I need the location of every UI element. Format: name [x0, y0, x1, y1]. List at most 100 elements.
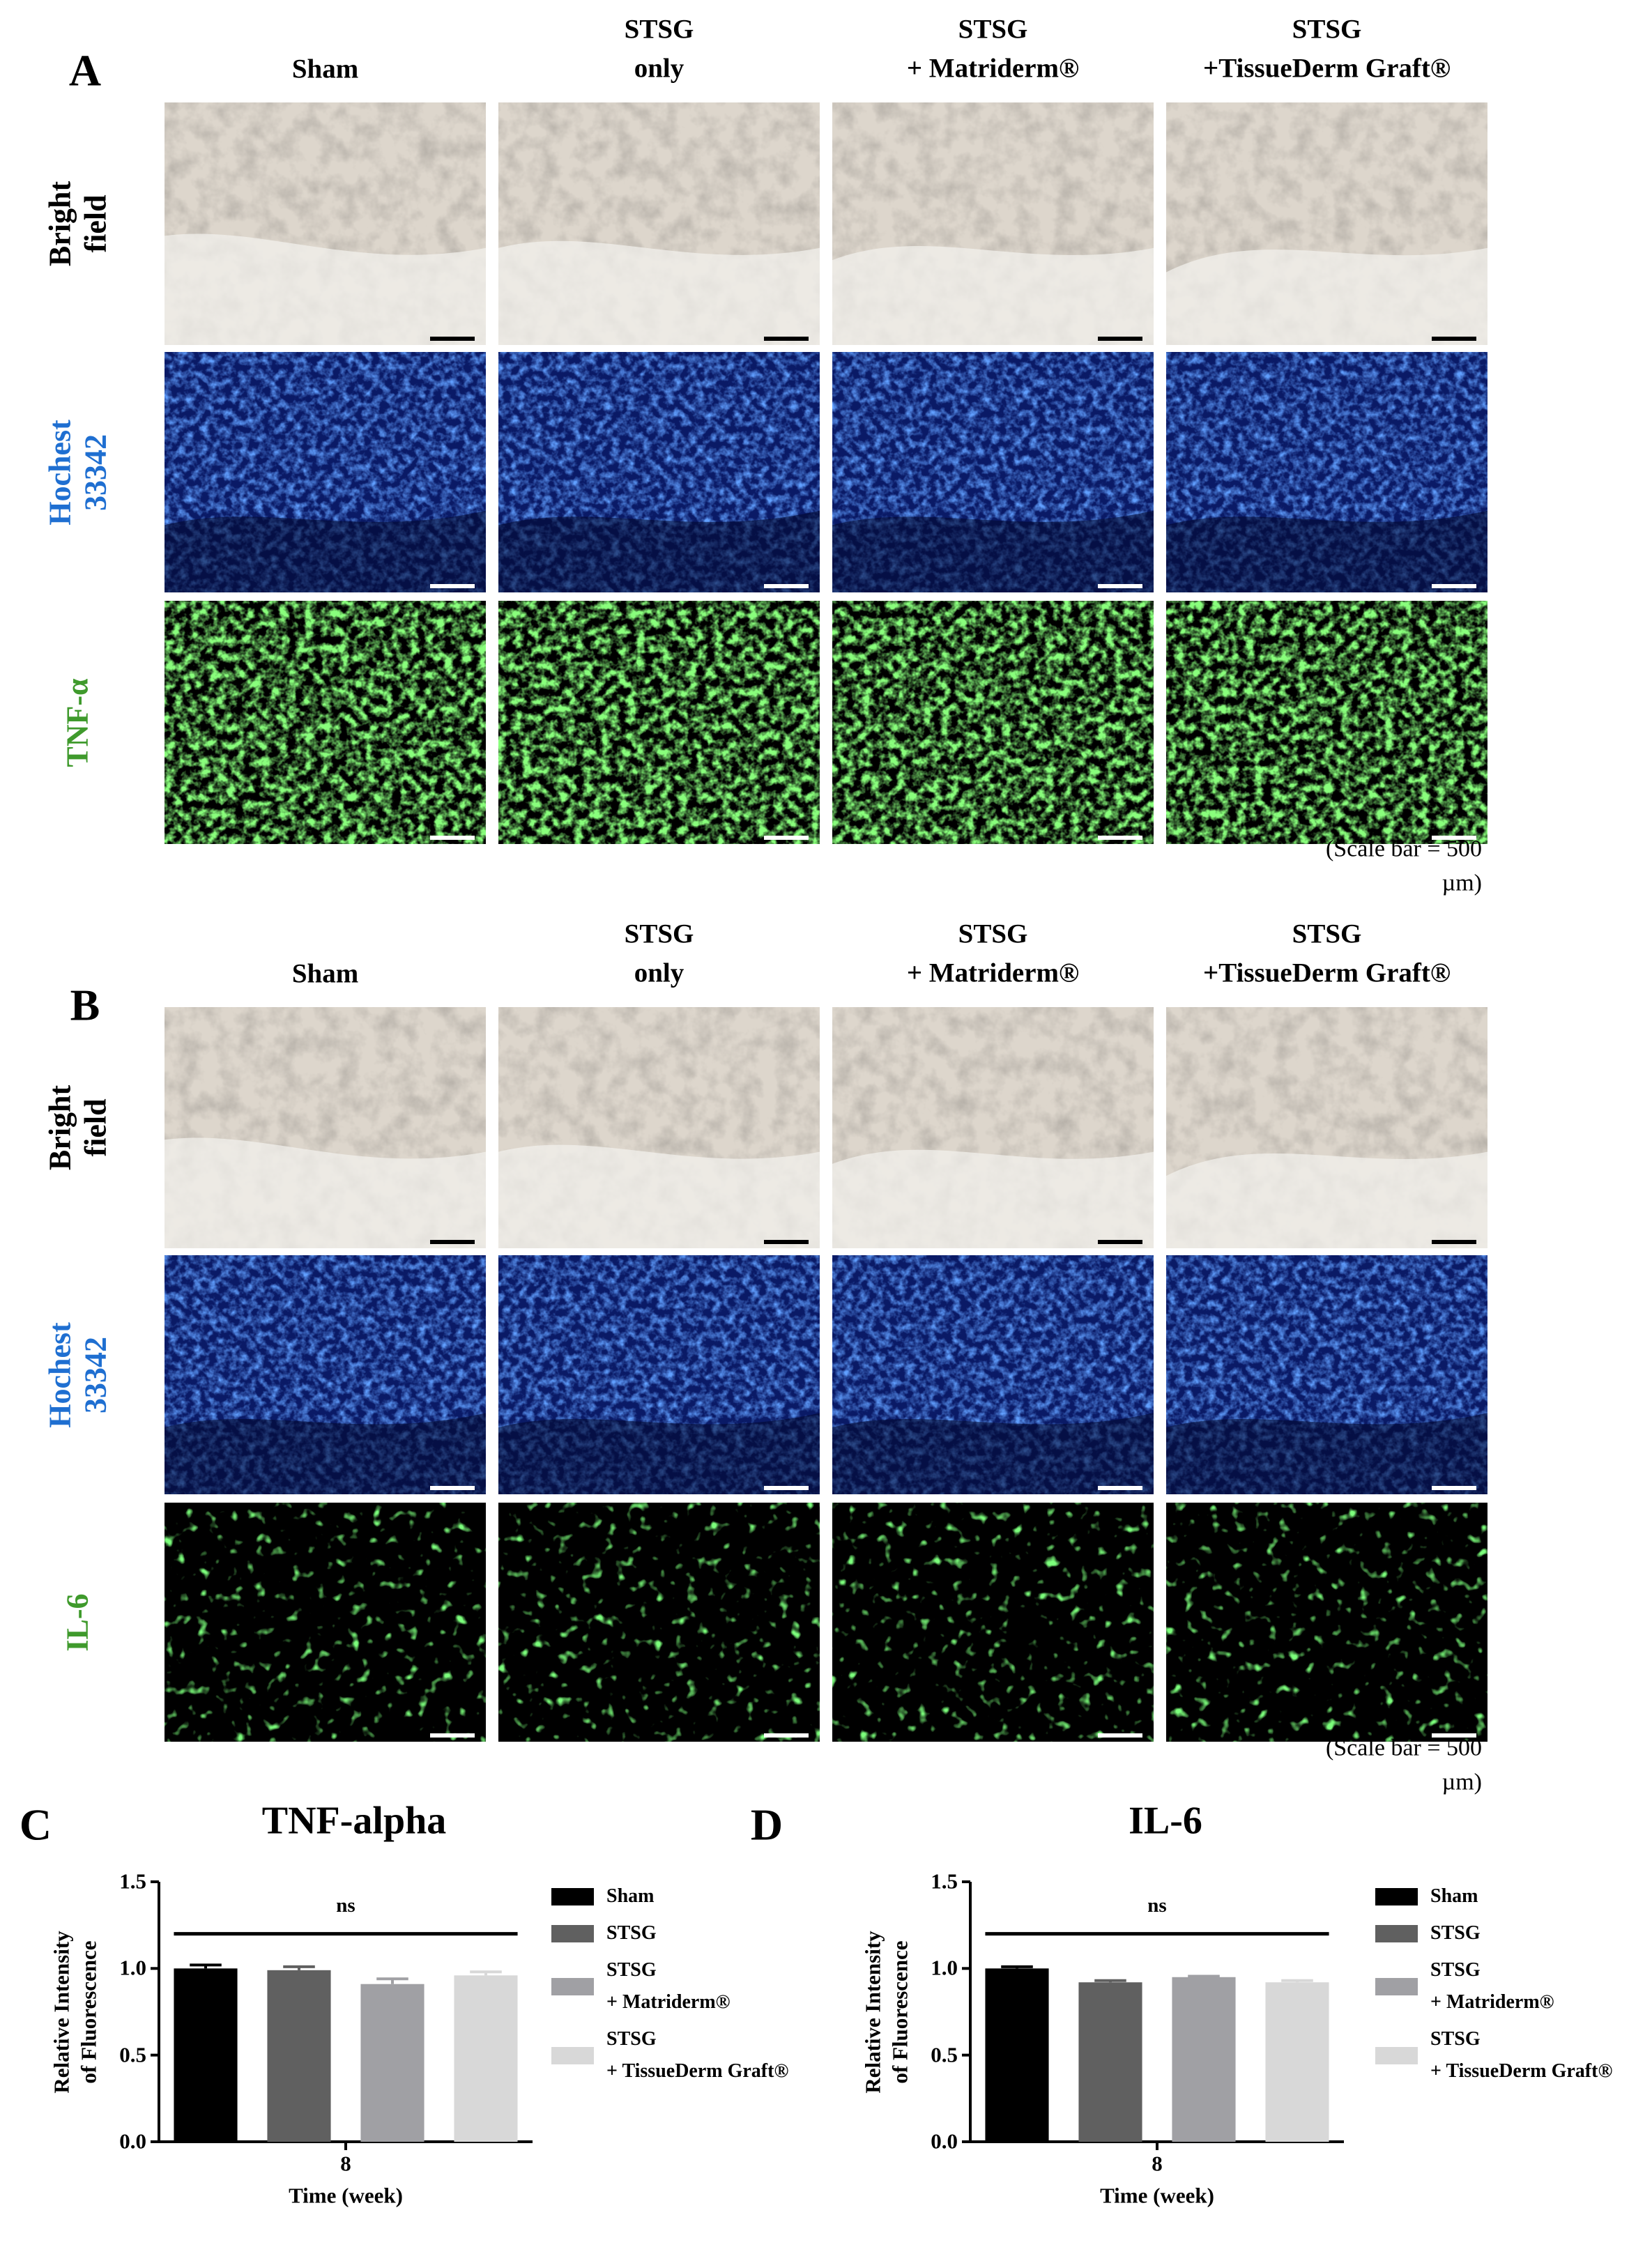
scale-bar	[430, 1733, 475, 1738]
bar	[360, 1984, 425, 2142]
legend: Sham STSG STSG + Matriderm® STSG + TissueDe…	[551, 1880, 788, 2087]
legend-label: STSG + TissueDerm Graft®	[1430, 2028, 1613, 2082]
row-label: Bright field	[43, 1084, 112, 1171]
y-tick-label: 0.5	[119, 2042, 146, 2067]
bar	[985, 1968, 1049, 2142]
micrograph	[1166, 601, 1487, 844]
micrograph	[165, 102, 486, 345]
x-tick-label: 8	[1152, 2151, 1163, 2176]
image-region	[165, 1137, 486, 1248]
legend-label: STSG	[606, 1922, 657, 1944]
scale-bar	[430, 337, 475, 341]
micrograph	[498, 1007, 820, 1248]
error-bar	[283, 1965, 315, 1970]
legend-item: STSG + TissueDerm Graft®	[551, 2023, 788, 2087]
y-tick-label: 1.5	[119, 1869, 146, 1894]
micrograph	[1166, 352, 1487, 592]
legend-label: Sham	[606, 1885, 655, 1907]
scale-bar	[430, 1486, 475, 1490]
micrograph	[832, 1503, 1154, 1742]
image-region	[498, 240, 820, 345]
legend-swatch	[551, 1977, 594, 1995]
legend-swatch	[551, 1924, 594, 1942]
scale-bar	[764, 1733, 809, 1738]
error-bar	[1094, 1979, 1126, 1983]
scale-bar	[1098, 1240, 1142, 1244]
chart-title: IL-6	[1129, 1799, 1202, 1843]
y-tick-label: 0.0	[119, 2129, 146, 2154]
image-texture	[832, 601, 1154, 844]
legend-swatch	[1375, 1977, 1418, 1995]
bar	[174, 1968, 238, 2142]
micrograph	[165, 601, 486, 844]
x-axis-label: Time (week)	[1100, 2183, 1214, 2208]
scale-note: (Scale bar = 500 µm)	[1325, 836, 1482, 896]
error-bar	[376, 1977, 408, 1984]
image-texture	[1166, 1503, 1487, 1742]
legend-swatch	[551, 2046, 594, 2064]
scale-bar	[430, 584, 475, 588]
legend-swatch	[1375, 1887, 1418, 1905]
image-region	[1166, 1413, 1487, 1494]
legend-item: Sham	[1375, 1880, 1612, 1912]
scale-bar	[1432, 1733, 1476, 1738]
bar	[1078, 1982, 1142, 2142]
panel-letter: A	[68, 45, 102, 95]
image-region	[165, 510, 486, 592]
column-header: STSG only	[624, 13, 694, 84]
bar	[267, 1970, 331, 2142]
image-texture	[1166, 601, 1487, 844]
scale-bar	[764, 1240, 809, 1244]
micrograph	[498, 1255, 820, 1494]
bar	[454, 1975, 518, 2142]
image-texture	[832, 1503, 1154, 1742]
micrograph	[165, 1007, 486, 1248]
image-region	[1166, 1151, 1487, 1248]
column-header: Sham	[291, 54, 359, 84]
scale-bar	[430, 836, 475, 840]
y-tick-label: 0.5	[931, 2042, 958, 2067]
image-region	[498, 510, 820, 592]
significance-label: ns	[336, 1894, 355, 1917]
y-tick-label: 1.0	[119, 1955, 146, 1980]
legend-swatch	[1375, 2046, 1418, 2064]
image-texture	[165, 601, 486, 844]
panel-letter: D	[750, 1800, 783, 1850]
legend-item: Sham	[551, 1880, 788, 1912]
micrograph	[165, 1255, 486, 1494]
scale-bar	[1432, 584, 1476, 588]
scale-bar	[1098, 836, 1142, 840]
micrograph	[832, 352, 1154, 592]
image-region	[1166, 247, 1487, 345]
legend-swatch	[1375, 1924, 1418, 1942]
y-tick-label: 0.0	[931, 2129, 958, 2154]
scale-bar	[1432, 1240, 1476, 1244]
scale-bar	[1098, 1486, 1142, 1490]
error-bar	[470, 1970, 502, 1976]
legend-label: STSG + Matriderm®	[1430, 1959, 1554, 2013]
micrograph	[832, 1007, 1154, 1248]
micrograph	[1166, 1007, 1487, 1248]
column-header: STSG + Matriderm®	[906, 13, 1080, 84]
legend-label: STSG	[1430, 1922, 1481, 1944]
image-region	[165, 1413, 486, 1494]
micrograph	[165, 1503, 486, 1742]
scale-bar	[1432, 1486, 1476, 1490]
y-tick-label: 1.0	[931, 1955, 958, 1980]
scale-bar	[1098, 337, 1142, 341]
micrograph	[165, 352, 486, 592]
legend-item: STSG	[1375, 1917, 1612, 1949]
image-region	[498, 1144, 820, 1248]
scale-bar	[1098, 1733, 1142, 1738]
legend-item: STSG + Matriderm®	[551, 1954, 788, 2018]
micrograph	[832, 102, 1154, 345]
micrograph	[1166, 1255, 1487, 1494]
row-label: Hochest 33342	[43, 1321, 112, 1428]
row-label: Bright field	[43, 181, 112, 267]
legend-label: STSG + Matriderm®	[606, 1959, 731, 2013]
column-header: STSG + Matriderm®	[906, 918, 1080, 988]
scale-bar	[1432, 836, 1476, 840]
micrograph	[832, 601, 1154, 844]
x-axis-label: Time (week)	[289, 2183, 403, 2208]
